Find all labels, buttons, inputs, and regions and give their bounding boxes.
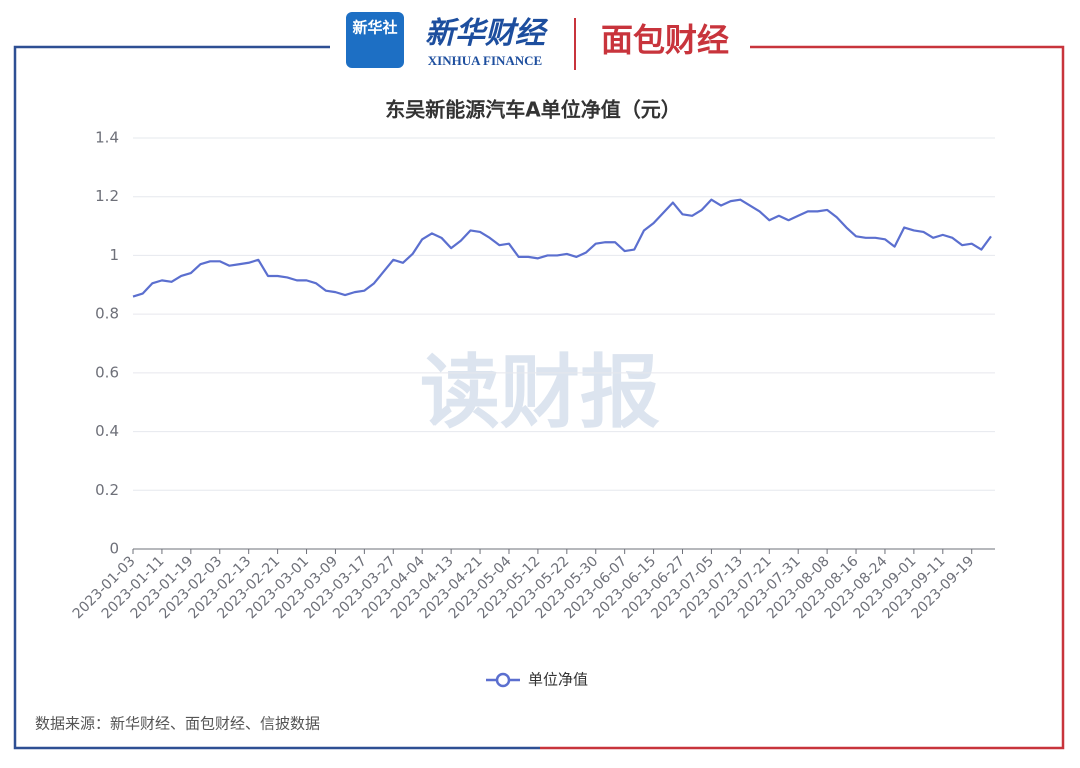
y-tick-label: 0.4 — [95, 422, 119, 440]
y-tick-label: 0.8 — [95, 305, 119, 323]
y-tick-label: 1.4 — [95, 129, 119, 147]
watermark: 读财报 — [420, 346, 660, 439]
y-tick-label: 1 — [109, 246, 119, 264]
frame-left — [13, 45, 540, 750]
y-tick-label: 0 — [109, 540, 119, 558]
series-line — [132, 198, 992, 298]
y-tick-label: 1.2 — [95, 187, 119, 205]
y-tick-label: 0.6 — [95, 363, 119, 381]
frame-right — [540, 45, 1065, 750]
logo-finance: 新华财经 — [425, 17, 549, 50]
legend-marker — [495, 672, 511, 688]
legend-label: 单位净值 — [528, 671, 588, 689]
y-tick-label: 0.2 — [95, 481, 119, 499]
chart-title: 东吴新能源汽车A单位净值（元） — [385, 98, 680, 122]
source: 数据来源：新华财经、面包财经、信披数据 — [35, 715, 320, 733]
logo-finance-en: XINHUA FINANCE — [428, 53, 542, 68]
logo-xinhua: 新华社 — [352, 19, 397, 37]
logo-mianbao: 面包财经 — [601, 21, 729, 59]
logo-icon — [346, 12, 404, 68]
